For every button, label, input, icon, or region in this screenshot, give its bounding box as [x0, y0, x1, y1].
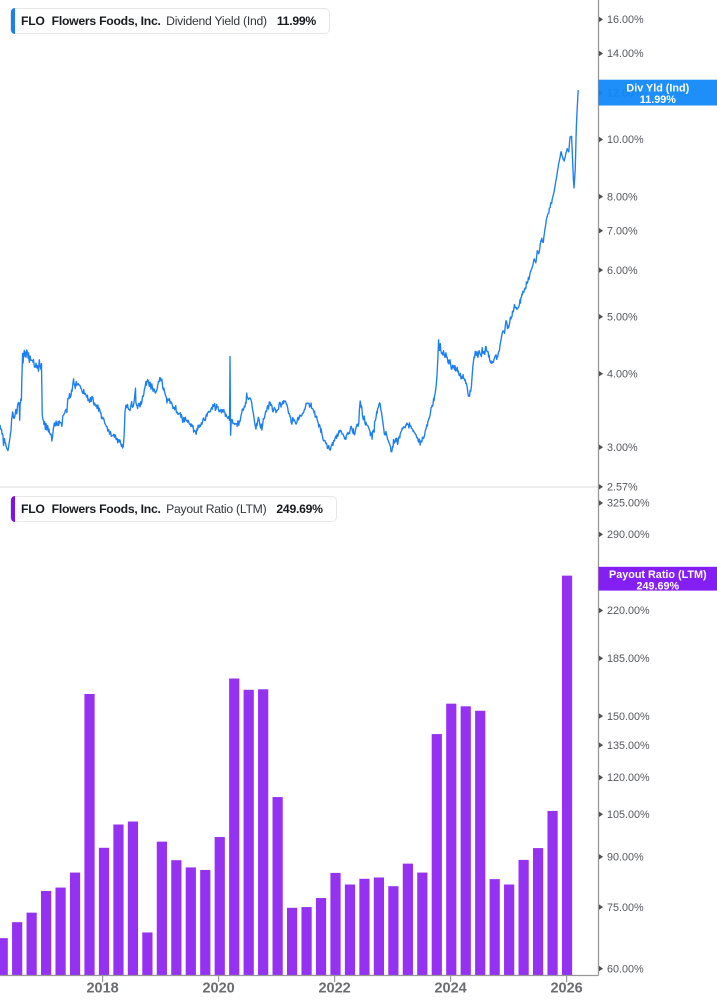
svg-text:7.00%: 7.00% [607, 225, 638, 237]
svg-text:Div Yld (Ind): Div Yld (Ind) [626, 83, 689, 95]
svg-text:2020: 2020 [202, 981, 234, 997]
svg-text:14.00%: 14.00% [607, 48, 644, 60]
svg-text:75.00%: 75.00% [607, 902, 644, 914]
svg-text:185.00%: 185.00% [607, 653, 650, 665]
svg-text:120.00%: 120.00% [607, 772, 650, 784]
svg-text:2022: 2022 [318, 981, 350, 997]
svg-text:290.00%: 290.00% [607, 529, 650, 541]
svg-text:16.00%: 16.00% [607, 14, 644, 26]
svg-text:105.00%: 105.00% [607, 809, 650, 821]
svg-text:150.00%: 150.00% [607, 711, 650, 723]
svg-text:2018: 2018 [86, 981, 118, 997]
svg-text:249.69%: 249.69% [636, 580, 679, 592]
svg-text:10.00%: 10.00% [607, 134, 644, 146]
svg-text:135.00%: 135.00% [607, 740, 650, 752]
svg-text:90.00%: 90.00% [607, 852, 644, 864]
svg-text:8.00%: 8.00% [607, 191, 638, 203]
svg-text:220.00%: 220.00% [607, 605, 650, 617]
svg-text:2.57%: 2.57% [607, 482, 638, 494]
svg-text:5.00%: 5.00% [607, 311, 638, 323]
svg-text:325.00%: 325.00% [607, 498, 650, 510]
svg-text:Payout Ratio (LTM): Payout Ratio (LTM) [609, 569, 707, 581]
svg-text:60.00%: 60.00% [607, 963, 644, 975]
svg-text:2026: 2026 [550, 981, 582, 997]
svg-text:11.99%: 11.99% [640, 94, 676, 106]
svg-text:6.00%: 6.00% [607, 265, 638, 277]
svg-text:2024: 2024 [434, 981, 466, 997]
svg-text:3.00%: 3.00% [607, 442, 638, 454]
svg-text:4.00%: 4.00% [607, 368, 638, 380]
